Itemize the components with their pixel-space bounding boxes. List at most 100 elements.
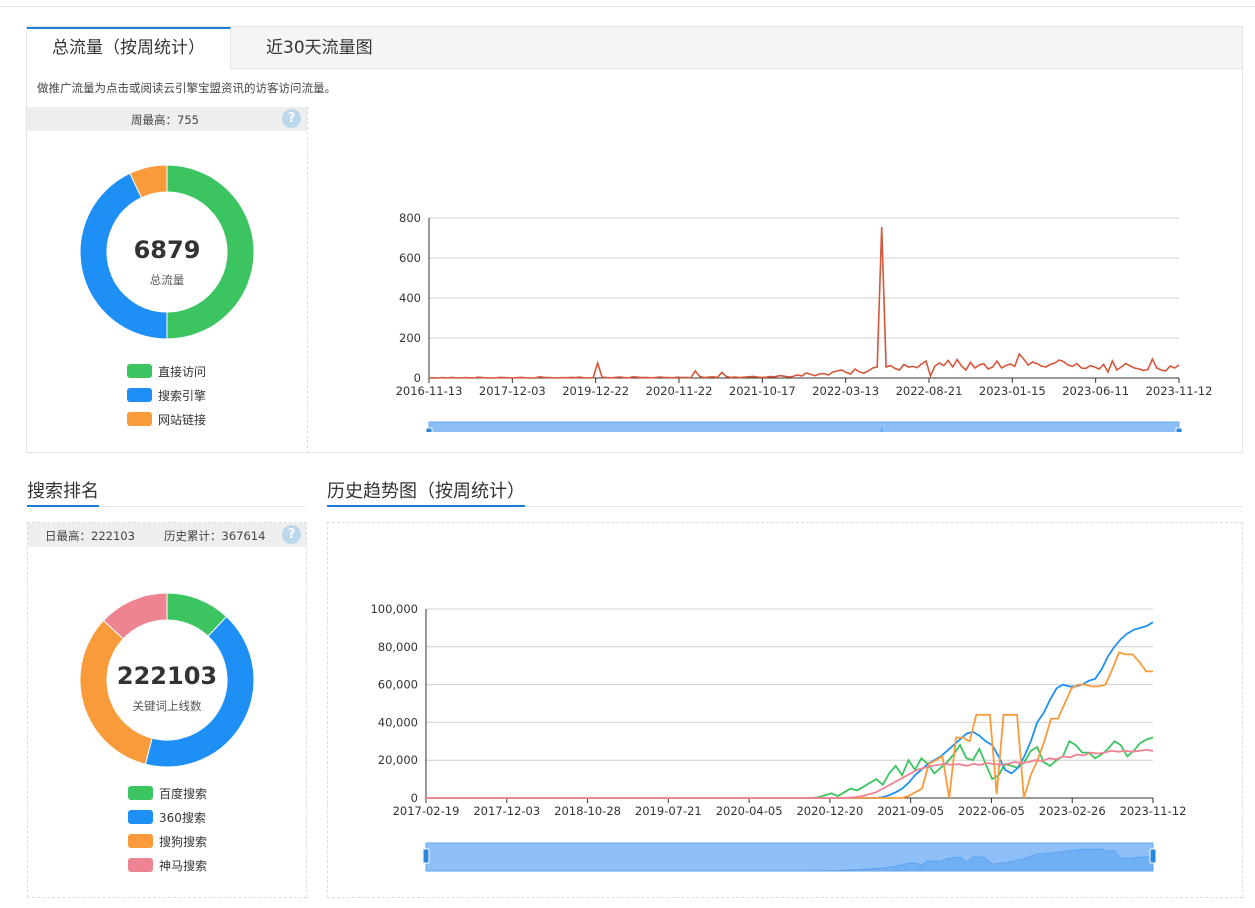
day-max-label: 日最高：222103 xyxy=(45,529,135,543)
traffic-summary: 周最高：755 ? 6879 总流量 直接访问 搜索引擎 网站链接 xyxy=(27,107,308,453)
tab-total-traffic-weekly[interactable]: 总流量（按周统计） xyxy=(27,27,231,70)
heading-underline xyxy=(27,505,99,507)
legend-item-shenma[interactable]: 神马搜索 xyxy=(128,853,207,877)
traffic-line-chart: 0 200 400 600 800 2016-11-13 2017-12-03 2019-1… xyxy=(396,211,1213,432)
x-tick-label: 2020-12-20 xyxy=(796,804,863,818)
legend-item-baidu[interactable]: 百度搜索 xyxy=(128,781,207,805)
x-tick-label: 2019-12-22 xyxy=(562,384,629,398)
zoom-handle-right[interactable] xyxy=(1149,848,1157,864)
legend-item-website-link[interactable]: 网站链接 xyxy=(127,407,206,431)
legend-swatch xyxy=(128,858,153,872)
heading-underline xyxy=(327,505,525,507)
chart-zoom-slider[interactable] xyxy=(425,421,1183,432)
legend-swatch xyxy=(128,786,153,800)
ranking-stat-bar: 日最高：222103 历史累计：367614 ? xyxy=(28,523,306,547)
traffic-donut-slice-0[interactable] xyxy=(166,164,255,340)
x-tick-label: 2021-10-17 xyxy=(729,384,796,398)
help-icon[interactable]: ? xyxy=(282,525,301,544)
x-tick-label: 2019-07-21 xyxy=(635,804,702,818)
history-series-line-0 xyxy=(426,736,1154,799)
y-tick-label: 0 xyxy=(414,371,421,385)
x-tick-label: 2023-11-12 xyxy=(1120,804,1187,818)
legend-label: 网站链接 xyxy=(158,412,207,427)
legend-swatch xyxy=(127,364,152,378)
legend-item-360[interactable]: 360搜索 xyxy=(128,805,207,829)
legend-label: 360搜索 xyxy=(159,810,206,825)
zoom-handle-left[interactable] xyxy=(422,848,430,864)
ranking-donut-slice-3[interactable] xyxy=(102,592,168,640)
y-tick-label: 100,000 xyxy=(370,602,418,616)
legend-label: 直接访问 xyxy=(158,364,207,379)
x-tick-label: 2023-06-11 xyxy=(1062,384,1129,398)
history-trend-heading: 历史趋势图（按周统计） xyxy=(327,481,525,502)
x-tick-label: 2018-10-28 xyxy=(554,804,621,818)
y-tick-label: 80,000 xyxy=(378,640,418,654)
top-divider xyxy=(0,6,1255,7)
traffic-total-label: 总流量 xyxy=(150,273,185,287)
traffic-total-value: 6879 xyxy=(134,236,201,264)
legend-item-direct[interactable]: 直接访问 xyxy=(127,359,206,383)
x-tick-label: 2023-01-15 xyxy=(979,384,1046,398)
y-tick-label: 400 xyxy=(399,291,421,305)
legend-item-sogou[interactable]: 搜狗搜索 xyxy=(128,829,207,853)
traffic-note: 做推广流量为点击或阅读云引擎宝盟资讯的访客访问流量。 xyxy=(37,81,336,95)
x-tick-label: 2017-12-03 xyxy=(479,384,546,398)
ranking-legend: 百度搜索 360搜索 搜狗搜索 神马搜索 xyxy=(128,781,207,877)
legend-label: 搜索引擎 xyxy=(158,388,207,403)
chart-zoom-slider[interactable] xyxy=(422,842,1157,872)
ranking-donut-slice-2[interactable] xyxy=(79,619,153,765)
x-tick-label: 2023-02-26 xyxy=(1039,804,1106,818)
history-total-label: 历史累计：367614 xyxy=(164,529,266,543)
x-tick-label: 2022-06-05 xyxy=(958,804,1025,818)
x-tick-label: 2020-04-05 xyxy=(716,804,783,818)
zoom-handle-left[interactable] xyxy=(425,427,433,432)
y-tick-label: 600 xyxy=(399,251,421,265)
traffic-series-line xyxy=(428,226,1180,379)
ranking-total-value: 222103 xyxy=(117,662,217,690)
zoom-range[interactable] xyxy=(428,421,1180,432)
weekly-max-label: 周最高：755 xyxy=(131,113,199,127)
legend-swatch xyxy=(128,834,153,848)
legend-label: 百度搜索 xyxy=(159,786,208,801)
y-tick-label: 40,000 xyxy=(378,715,418,729)
ranking-donut-chart: 222103 关键词上线数 xyxy=(79,592,255,768)
tab-30-day-traffic[interactable]: 近30天流量图 xyxy=(266,38,373,58)
traffic-panel: 总流量（按周统计） 近30天流量图 做推广流量为点击或阅读云引擎宝盟资讯的访客访… xyxy=(26,26,1243,453)
zoom-handle-right[interactable] xyxy=(1175,427,1183,432)
divider xyxy=(327,506,1243,507)
ranking-summary: 日最高：222103 历史累计：367614 ? 222103 关键词上线数 百… xyxy=(27,522,307,898)
history-trend-panel: 0 20,000 40,000 60,000 80,000 100,000 2017-02… xyxy=(327,522,1243,898)
legend-item-search-engine[interactable]: 搜索引擎 xyxy=(127,383,206,407)
x-tick-label: 2022-08-21 xyxy=(896,384,963,398)
history-series-line-1 xyxy=(426,621,1154,799)
history-line-chart: 0 20,000 40,000 60,000 80,000 100,000 2017-02… xyxy=(370,602,1187,872)
history-series-line-3 xyxy=(426,748,1154,799)
y-tick-label: 60,000 xyxy=(378,678,418,692)
ranking-donut-slice-1[interactable] xyxy=(144,615,255,768)
legend-label: 神马搜索 xyxy=(159,858,208,873)
weekly-max-bar: 周最高：755 ? xyxy=(27,107,307,131)
history-series-line-2 xyxy=(426,651,1153,799)
traffic-donut-slice-2[interactable] xyxy=(129,164,168,199)
traffic-legend: 直接访问 搜索引擎 网站链接 xyxy=(127,359,206,431)
legend-label: 搜狗搜索 xyxy=(159,834,208,849)
traffic-donut-chart: 6879 总流量 xyxy=(79,164,255,340)
y-tick-label: 200 xyxy=(399,331,421,345)
legend-swatch xyxy=(127,412,152,426)
x-tick-label: 2023-11-12 xyxy=(1146,384,1213,398)
x-tick-label: 2017-12-03 xyxy=(473,804,540,818)
y-tick-label: 0 xyxy=(411,791,418,805)
zoom-preview xyxy=(426,848,1154,872)
traffic-donut-slice-1[interactable] xyxy=(79,172,168,340)
search-ranking-heading: 搜索排名 xyxy=(27,481,99,502)
tab-bar: 总流量（按周统计） 近30天流量图 xyxy=(27,27,1242,70)
ranking-total-label: 关键词上线数 xyxy=(133,699,202,713)
y-tick-label: 800 xyxy=(399,211,421,225)
help-icon[interactable]: ? xyxy=(282,109,301,128)
zoom-preview xyxy=(880,427,883,432)
y-tick-label: 20,000 xyxy=(378,753,418,767)
divider xyxy=(27,506,306,507)
x-tick-label: 2021-09-05 xyxy=(877,804,944,818)
legend-swatch xyxy=(128,810,153,824)
